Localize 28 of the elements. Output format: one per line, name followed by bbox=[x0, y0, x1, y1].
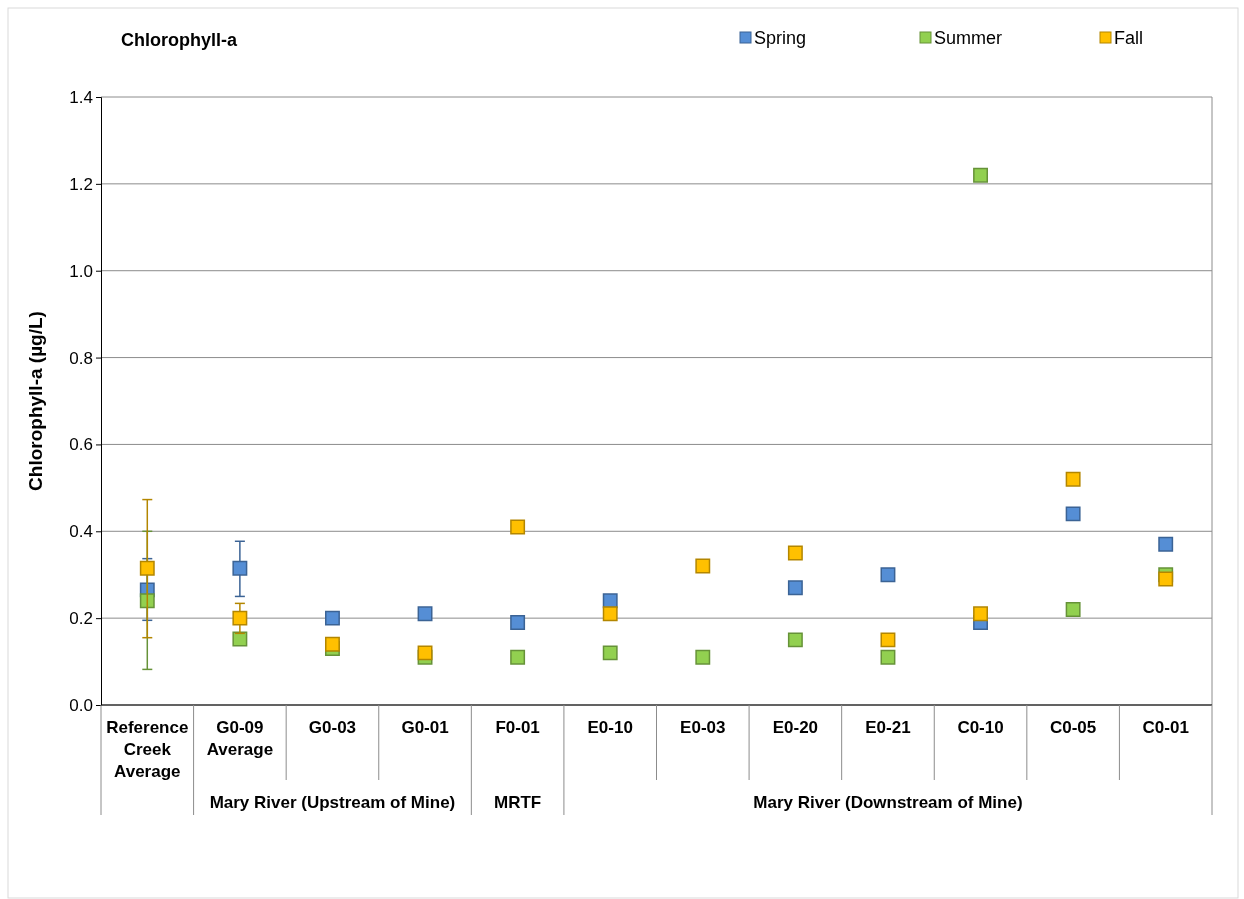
x-tick-label: E0-03 bbox=[680, 718, 726, 737]
y-axis-title: Chlorophyll-a (µg/L) bbox=[25, 311, 46, 491]
y-tick-label: 1.2 bbox=[69, 174, 93, 194]
legend-label: Fall bbox=[1114, 28, 1144, 48]
chart-title: Chlorophyll-a bbox=[121, 30, 238, 50]
text: Mary River (Upstream of Mine) bbox=[209, 793, 456, 812]
x-tick-label: E0-20 bbox=[772, 718, 819, 737]
x-tick-label: F0-01 bbox=[495, 718, 540, 737]
text: Mary River (Downstream of Mine) bbox=[753, 793, 1023, 812]
x-tick-label: Reference Creek Average bbox=[106, 718, 189, 781]
legend-label: Spring bbox=[754, 28, 807, 48]
x-tick-label: C0-10 bbox=[957, 718, 1004, 737]
x-tick-label: G0-03 bbox=[308, 718, 357, 737]
y-tick-label: 1.4 bbox=[69, 87, 93, 107]
x-tick-label: E0-10 bbox=[587, 718, 633, 737]
x-tick-label: C0-01 bbox=[1142, 718, 1189, 737]
y-tick-label: 0.2 bbox=[69, 609, 93, 629]
y-tick-label: 0.4 bbox=[69, 522, 93, 542]
x-tick-label: C0-05 bbox=[1049, 718, 1097, 737]
y-tick-label: 0.8 bbox=[69, 348, 93, 368]
legend-label: Summer bbox=[934, 28, 1003, 48]
y-tick-label: 1.0 bbox=[69, 261, 93, 281]
text: MRTF bbox=[494, 793, 542, 812]
y-tick-label: 0.0 bbox=[69, 695, 93, 715]
x-tick-label: G0-01 bbox=[401, 718, 449, 737]
y-tick-label: 0.6 bbox=[69, 435, 93, 455]
x-tick-label: G0-09 Average bbox=[206, 718, 274, 759]
x-tick-label: E0-21 bbox=[865, 718, 911, 737]
